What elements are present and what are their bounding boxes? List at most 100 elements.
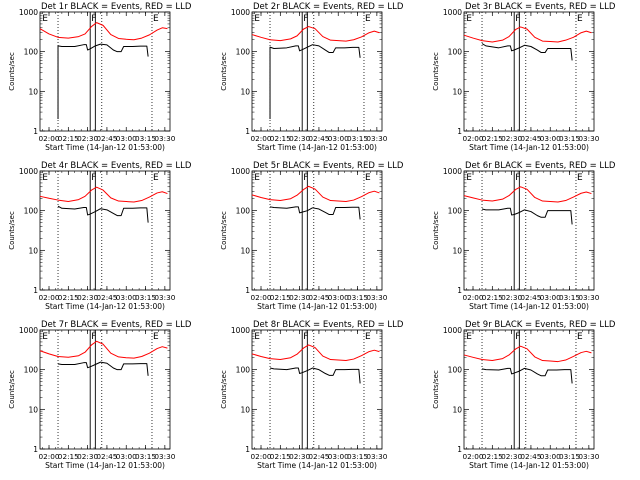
x-tick-label: 03:00: [540, 134, 561, 143]
x-tick-label: 02:00: [250, 134, 271, 143]
lld-series-line: [463, 26, 592, 43]
x-tick-label: 02:15: [58, 452, 79, 461]
x-tick-label: 02:45: [520, 452, 541, 461]
y-tick-label: 10: [452, 87, 462, 96]
x-tick-label: 03:30: [366, 134, 387, 143]
y-tick-label: 1000: [231, 8, 250, 17]
lld-series-line: [251, 26, 380, 42]
x-tick-label: 03:15: [347, 134, 368, 143]
marker-letter: E: [153, 332, 159, 342]
x-axis-label: Start Time (14-Jan-12 01:53:00): [257, 302, 377, 311]
marker-letter: F: [515, 173, 520, 183]
panel-title: Det 5r BLACK = Events, RED = LLD: [253, 161, 404, 171]
plot-frame: [463, 329, 595, 450]
lld-series-line: [251, 344, 380, 362]
y-tick-label: 100: [24, 48, 39, 57]
detector-panel: Det 9r BLACK = Events, RED = LLD 1 10 100 10…: [432, 320, 616, 470]
marker-letter: E: [466, 14, 472, 24]
panel-title: Det 8r BLACK = Events, RED = LLD: [253, 320, 404, 330]
y-tick-label: 1: [457, 445, 462, 454]
plot-frame: [463, 170, 595, 291]
y-tick-label: 1: [33, 445, 38, 454]
x-tick-label: 02:30: [77, 452, 98, 461]
x-tick-label: 02:15: [482, 293, 503, 302]
x-tick-label: 03:15: [347, 293, 368, 302]
detector-panel: Det 4r BLACK = Events, RED = LLD 1 10 100 10…: [8, 161, 192, 311]
y-tick-label: 100: [448, 48, 463, 57]
x-tick-label: 02:45: [96, 134, 117, 143]
events-series-line: [57, 205, 149, 223]
x-axis-label: Start Time (14-Jan-12 01:53:00): [45, 143, 165, 152]
x-axis-label: Start Time (14-Jan-12 01:53:00): [45, 461, 165, 470]
lld-series-line: [39, 22, 168, 41]
events-series-line: [481, 207, 573, 225]
marker-letter: F: [303, 332, 308, 342]
y-axis-label: Counts/sec: [220, 52, 228, 91]
x-tick-label: 02:30: [77, 134, 98, 143]
events-series-line: [57, 361, 149, 376]
y-tick-label: 1000: [19, 326, 38, 335]
x-tick-label: 03:00: [328, 293, 349, 302]
lld-series-line: [39, 340, 168, 359]
x-tick-label: 02:15: [270, 293, 291, 302]
y-tick-label: 1: [457, 286, 462, 295]
y-tick-label: 1: [245, 445, 250, 454]
x-tick-label: 03:30: [366, 452, 387, 461]
x-tick-label: 03:00: [540, 293, 561, 302]
lld-series-line: [463, 345, 592, 363]
y-tick-label: 10: [28, 87, 38, 96]
panel-title: Det 3r BLACK = Events, RED = LLD: [465, 2, 616, 12]
marker-letter: E: [365, 14, 371, 24]
x-tick-label: 02:15: [58, 134, 79, 143]
x-tick-label: 02:00: [38, 452, 59, 461]
x-tick-label: 03:15: [559, 134, 580, 143]
x-tick-label: 02:30: [77, 293, 98, 302]
y-axis-label: Counts/sec: [432, 370, 440, 409]
marker-letter: E: [42, 14, 48, 24]
x-tick-label: 02:30: [501, 293, 522, 302]
events-series-line: [481, 43, 573, 61]
marker-letter: F: [91, 14, 96, 24]
panel-title: Det 7r BLACK = Events, RED = LLD: [41, 320, 192, 330]
marker-letter: E: [254, 14, 260, 24]
x-tick-label: 03:30: [154, 134, 175, 143]
x-tick-label: 03:30: [154, 293, 175, 302]
x-tick-label: 02:30: [501, 134, 522, 143]
x-tick-label: 03:00: [116, 293, 137, 302]
marker-letter: E: [42, 332, 48, 342]
plot-frame: [251, 170, 383, 291]
y-tick-label: 1: [245, 127, 250, 136]
y-tick-label: 1000: [443, 167, 462, 176]
marker-letter: E: [577, 14, 583, 24]
y-tick-label: 1: [33, 127, 38, 136]
x-tick-label: 02:00: [250, 452, 271, 461]
events-series-line: [269, 206, 361, 220]
plot-frame: [39, 11, 171, 132]
x-tick-label: 02:45: [520, 293, 541, 302]
lld-series-line: [251, 185, 380, 203]
marker-letter: E: [254, 332, 260, 342]
x-tick-label: 03:30: [578, 134, 599, 143]
y-tick-label: 100: [236, 366, 251, 375]
x-tick-label: 03:30: [366, 293, 387, 302]
y-tick-label: 1000: [231, 326, 250, 335]
lld-series-line: [463, 186, 592, 203]
marker-letter: F: [91, 332, 96, 342]
x-tick-label: 03:15: [559, 293, 580, 302]
x-tick-label: 02:00: [250, 293, 271, 302]
x-tick-label: 03:30: [578, 293, 599, 302]
panel-title: Det 4r BLACK = Events, RED = LLD: [41, 161, 192, 171]
y-tick-label: 10: [452, 246, 462, 255]
marker-letter: F: [91, 173, 96, 183]
y-tick-label: 10: [240, 246, 250, 255]
x-axis-label: Start Time (14-Jan-12 01:53:00): [45, 302, 165, 311]
y-axis-label: Counts/sec: [8, 211, 16, 250]
marker-letter: F: [303, 14, 308, 24]
y-tick-label: 100: [24, 207, 39, 216]
x-tick-label: 02:45: [308, 452, 329, 461]
y-tick-label: 1: [245, 286, 250, 295]
y-tick-label: 100: [236, 48, 251, 57]
x-tick-label: 03:00: [328, 452, 349, 461]
panel-title: Det 6r BLACK = Events, RED = LLD: [465, 161, 616, 171]
